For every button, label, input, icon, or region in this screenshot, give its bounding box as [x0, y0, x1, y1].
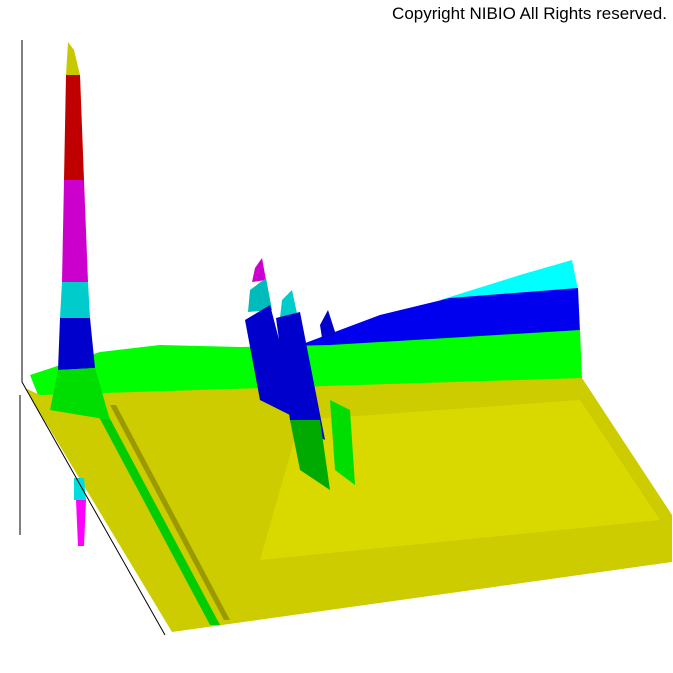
- peak-low: [76, 500, 86, 546]
- peak-cyan: [60, 282, 90, 318]
- peak-mid: [252, 258, 266, 282]
- peak-mid: [320, 310, 336, 338]
- axis-diagonal: [21, 381, 166, 636]
- copyright: Copyright NIBIO All Rights reserved.: [392, 4, 667, 23]
- surface-cyan: [440, 260, 578, 300]
- peak-red: [64, 75, 84, 180]
- floor-light: [260, 400, 660, 560]
- streak: [110, 405, 230, 620]
- peak-mid: [290, 420, 330, 490]
- peak-mid: [248, 278, 272, 312]
- peak-mid: [280, 290, 298, 318]
- streak: [90, 400, 220, 625]
- peak-mid: [276, 312, 325, 440]
- peak-yellow: [66, 42, 80, 75]
- peak-mid: [330, 400, 355, 485]
- peak-magenta: [62, 180, 88, 282]
- peak-blue: [58, 318, 95, 370]
- peak-low: [74, 478, 86, 500]
- peak-green: [50, 368, 110, 420]
